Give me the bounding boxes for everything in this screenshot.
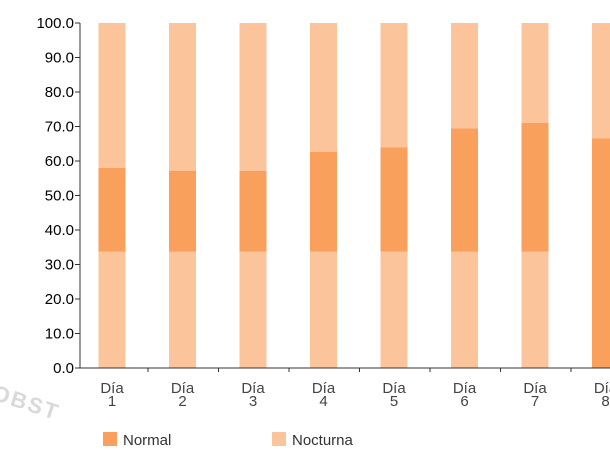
bar-normal-3-seg1 — [239, 170, 267, 252]
bar-nocturna-8-seg2 — [592, 23, 610, 139]
y-tick-label: 10.0 — [45, 326, 74, 343]
bar-normal-8-seg1 — [592, 138, 610, 368]
x-tick-label-2: Día 2 — [171, 380, 195, 410]
y-tick-label: 20.0 — [45, 291, 74, 308]
y-tick-label: 70.0 — [45, 119, 74, 136]
x-tick-label-4: Día 4 — [312, 380, 336, 410]
bar-nocturna-4-seg0 — [310, 251, 337, 368]
bar-nocturna-2-seg0 — [169, 251, 196, 368]
y-axis: 0.0 10.0 20.0 30.0 40.0 50.0 60.0 70.0 80.0 90.0 1… — [36, 15, 81, 377]
bar-normal-7-seg1 — [521, 122, 549, 252]
y-tick-label: 50.0 — [45, 188, 74, 205]
bar-nocturna-7-seg2 — [521, 23, 549, 123]
y-tick-label: 60.0 — [45, 153, 74, 170]
bar-nocturna-3-seg0 — [239, 251, 267, 368]
bar-nocturna-3-seg2 — [239, 23, 267, 171]
x-tick-label-1: Día 1 — [100, 380, 124, 410]
legend-swatch-nocturna — [272, 432, 286, 446]
y-tick-label: 100.0 — [36, 15, 74, 32]
bar-nocturna-7-seg0 — [521, 251, 549, 368]
bar-nocturna-5-seg2 — [380, 23, 408, 148]
bar-normal-4-seg1 — [310, 151, 337, 252]
x-tick-label-3: Día 3 — [241, 380, 265, 410]
bar-nocturna-6-seg0 — [451, 251, 478, 368]
y-tick-label: 0.0 — [53, 360, 74, 377]
bar-nocturna-1-seg2 — [98, 23, 126, 168]
watermark: OBST — [0, 380, 63, 425]
y-tick-label: 30.0 — [45, 257, 74, 274]
x-tick-label-8: Día8 — [594, 380, 610, 410]
bar-normal-1-seg1 — [98, 167, 126, 252]
x-tick-label-7: Día 7 — [523, 380, 547, 410]
bar-normal-6-seg1 — [451, 128, 478, 252]
x-tick-label-6: Día 6 — [453, 380, 477, 410]
bar-nocturna-4-seg2 — [310, 23, 337, 152]
legend-label-nocturna: Nocturna — [292, 432, 354, 449]
bar-normal-2-seg1 — [169, 170, 196, 252]
bar-nocturna-6-seg2 — [451, 23, 478, 129]
bar-nocturna-1-seg0 — [98, 251, 126, 368]
bars — [98, 23, 610, 368]
watermark-text: OBST — [0, 380, 63, 425]
legend: Normal Nocturna — [103, 432, 354, 449]
y-tick-label: 80.0 — [45, 84, 74, 101]
legend-label-normal: Normal — [123, 432, 171, 449]
y-tick-label: 90.0 — [45, 50, 74, 67]
x-tick-label-5: Día 5 — [382, 380, 406, 410]
bar-nocturna-2-seg2 — [169, 23, 196, 171]
bar-normal-5-seg1 — [380, 147, 408, 252]
legend-swatch-normal — [103, 432, 117, 446]
y-tick-label: 40.0 — [45, 222, 74, 239]
bar-nocturna-5-seg0 — [380, 251, 408, 368]
